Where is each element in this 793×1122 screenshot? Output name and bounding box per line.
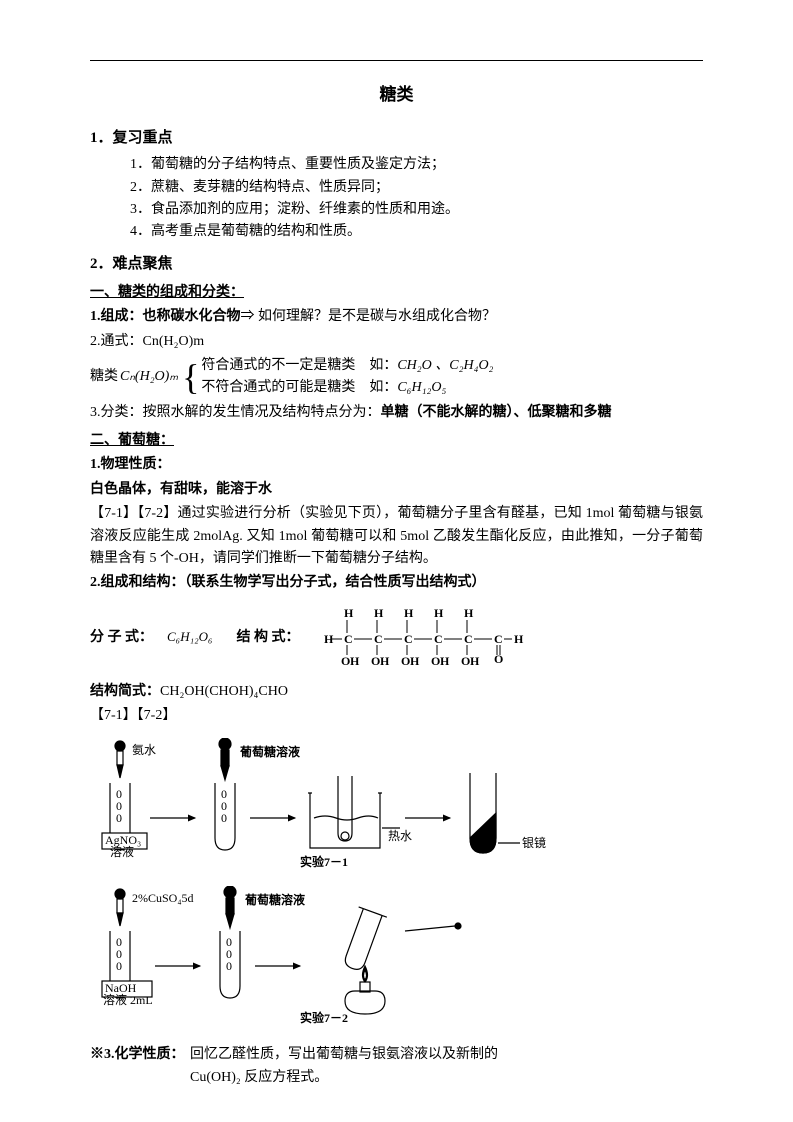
svg-text:H: H [410,654,420,668]
condensed-formula: 结构简式：CH₂OH(CHOH)₄CHO [90,681,703,703]
chem-prop: ※3.化学性质： 回忆乙醛性质，写出葡萄糖与银氨溶液以及新制的 Cu(OH)₂ … [90,1044,703,1089]
svg-text:O: O [494,652,503,666]
d1-dropper2-label: 葡萄糖溶液 [239,744,300,759]
svg-text:C: C [434,632,443,646]
page-title: 糖类 [90,81,703,108]
fzs-label: 分 子 式： [90,627,153,649]
comp-struct: 2.组成和结构：（联系生物学写出分子式，结合性质写出结构式） [90,572,703,594]
d1-dropper1-label: 氨水 [132,743,156,757]
exp-ref: 【7-1】【7-2】 [90,705,703,727]
section1-heading: 1．复习重点 [90,126,703,150]
molecular-formula-row: 分 子 式： C₆H₁₂O₆ 结 构 式： H H H H H H C C C C C O O O O… [90,603,703,673]
svg-text:H: H [344,606,354,620]
left-brace-icon: { [182,363,199,391]
svg-text:H: H [434,606,444,620]
sub-1: 一、糖类的组成和分类： [90,282,703,304]
d2-dropper1-label: 2%CuSO₄5d [132,891,194,905]
phys-prop: 1.物理性质： [90,454,703,476]
exp-intro: 【7-1】【7-2】通过实验进行分析（实验见下页），葡萄糖分子里含有醛基，已知 … [90,503,703,570]
chem-head: ※3.化学性质： [90,1044,190,1089]
svg-text:O: O [371,654,380,668]
svg-text:H: H [514,632,524,646]
svg-text:O: O [461,654,470,668]
line-1: 1.组成：也称碳水化合物⇒ 如何理解？是不是碳与水组成化合物？ [90,306,703,328]
svg-text:0: 0 [221,811,227,825]
svg-text:O: O [341,654,350,668]
experiment-7-2-diagram: 2%CuSO₄5d 000 NaOH 溶液 2mL 葡萄糖溶液 000 [90,886,703,1034]
svg-text:C: C [494,632,503,646]
svg-text:H: H [404,606,414,620]
d1-beaker-label: 热水 [388,829,412,843]
top-rule [90,60,703,61]
d2-dropper2-label: 葡萄糖溶液 [244,892,305,907]
brace-pre: 糖类 [90,366,118,388]
brace-content: 符合通式的不一定是糖类 如：CH₂O 、C₂H₄O₂ 不符合通式的可能是糖类 如… [201,355,493,400]
svg-text:H: H [464,606,474,620]
svg-text:C: C [374,632,383,646]
svg-text:O: O [401,654,410,668]
svg-text:H: H [350,654,360,668]
svg-text:0: 0 [226,959,232,973]
chem-text-2: Cu(OH)₂ 反应方程式。 [190,1067,498,1089]
experiment-7-1-diagram: 氨水 000 AgNO₃ 溶液 葡萄糖溶液 000 热水 银镜 [90,738,703,876]
svg-text:溶液: 溶液 [110,844,134,859]
jgs-label: 结 构 式： [237,627,300,649]
structural-formula-diagram: H H H H H H C C C C C O O O O O H H H H H [314,603,544,673]
svg-text:C: C [464,632,473,646]
d2-caption: 实验7－2 [300,1010,348,1025]
svg-text:0: 0 [116,811,122,825]
d1-result-label: 银镜 [522,835,546,850]
svg-text:0: 0 [116,959,122,973]
s1-item-2: 2．蔗糖、麦芽糖的结构特点、性质异同； [130,177,703,199]
sub-2: 二、葡萄糖： [90,430,703,452]
svg-text:C: C [344,632,353,646]
fzs-value: C₆H₁₂O₆ [167,627,213,648]
brace-formula: Cₙ(H₂O)ₘ [120,366,178,388]
s1-item-3: 3．食品添加剂的应用；淀粉、纤维素的性质和用途。 [130,199,703,221]
svg-text:O: O [431,654,440,668]
phys-prop-text: 白色晶体，有甜味，能溶于水 [90,479,703,501]
brace-formula-row: 糖类 Cₙ(H₂O)ₘ { 符合通式的不一定是糖类 如：CH₂O 、C₂H₄O₂… [90,355,703,400]
s1-item-4: 4．高考重点是葡萄糖的结构和性质。 [130,221,703,243]
svg-text:溶液 2mL: 溶液 2mL [103,992,153,1007]
svg-text:H: H [470,654,480,668]
svg-text:H: H [374,606,384,620]
section2-heading: 2．难点聚焦 [90,252,703,276]
svg-text:C: C [404,632,413,646]
chem-text-1: 回忆乙醛性质，写出葡萄糖与银氨溶液以及新制的 [190,1044,498,1066]
d1-caption: 实验7－1 [300,854,348,868]
svg-text:H: H [380,654,390,668]
s1-item-1: 1．葡萄糖的分子结构特点、重要性质及鉴定方法； [130,154,703,176]
line-2: 2.通式：Cn(H₂O)m [90,331,703,353]
line-3: 3.分类：按照水解的发生情况及结构特点分为：单糖（不能水解的糖）、低聚糖和多糖 [90,402,703,424]
svg-text:H: H [440,654,450,668]
